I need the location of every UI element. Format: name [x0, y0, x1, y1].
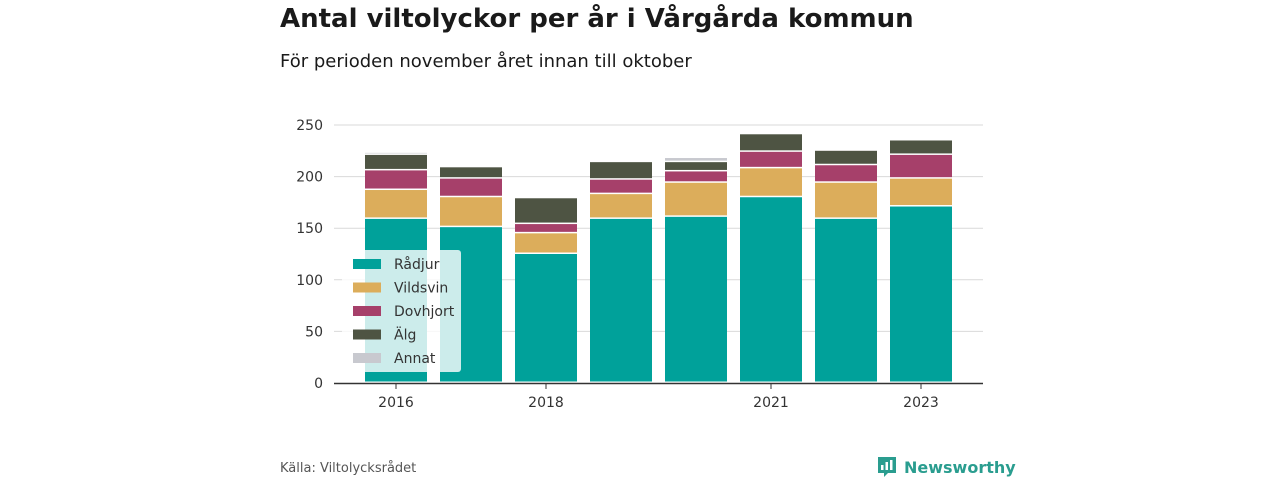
legend-label: Vildsvin	[394, 281, 448, 297]
x-tick-label: 2021	[753, 395, 789, 411]
y-tick-label: 0	[314, 376, 323, 392]
bar-segment[interactable]	[515, 254, 577, 382]
bar-segment[interactable]	[365, 190, 427, 218]
bar-segment[interactable]	[815, 150, 877, 164]
chart-subtitle: För perioden november året innan till ok…	[280, 51, 692, 72]
brand-logo[interactable]: Newsworthy	[876, 455, 1016, 479]
legend-label: Annat	[394, 351, 436, 367]
legend-box	[342, 250, 461, 372]
legend-swatch	[353, 353, 381, 363]
bar-segment[interactable]	[590, 179, 652, 193]
bar-segment[interactable]	[740, 134, 802, 151]
bar-segment[interactable]	[590, 194, 652, 218]
axis-layer: 0 50 100 150 200 250 2016 2018 2021 2023	[296, 118, 983, 411]
bar-segment[interactable]	[515, 233, 577, 253]
x-tick-label: 2016	[378, 395, 414, 411]
bar-segment[interactable]	[815, 165, 877, 182]
bar-segment[interactable]	[440, 197, 502, 226]
bar-segment[interactable]	[740, 197, 802, 382]
bar-segment[interactable]	[815, 182, 877, 218]
bar-segment[interactable]	[515, 198, 577, 223]
legend: Rådjur Vildsvin Dovhjort Älg Annat	[342, 250, 461, 372]
bar-segment[interactable]	[665, 216, 727, 382]
y-tick-label: 100	[296, 273, 323, 289]
bar-segment[interactable]	[440, 178, 502, 196]
bar-segment[interactable]	[665, 162, 727, 170]
source-note: Källa: Viltolycksrådet	[280, 461, 417, 476]
legend-swatch	[353, 259, 381, 269]
bar-segment[interactable]	[740, 151, 802, 167]
legend-label: Rådjur	[394, 256, 440, 273]
bar-segment[interactable]	[440, 167, 502, 178]
legend-label: Älg	[394, 326, 416, 344]
bar-segment[interactable]	[740, 168, 802, 196]
bar-segment[interactable]	[815, 218, 877, 382]
y-tick-label: 150	[296, 221, 323, 237]
legend-swatch	[353, 329, 381, 340]
bar-segment[interactable]	[890, 178, 952, 206]
bar-segment[interactable]	[665, 182, 727, 216]
bar-segment[interactable]	[890, 140, 952, 154]
x-tick-label: 2023	[903, 395, 939, 411]
brand-name: Newsworthy	[904, 457, 1016, 477]
chart-title: Antal viltolyckor per år i Vårgårda komm…	[280, 4, 914, 34]
bar-segment[interactable]	[890, 206, 952, 382]
y-tick-label: 50	[305, 324, 323, 340]
bar-segment[interactable]	[590, 162, 652, 179]
y-tick-label: 250	[296, 118, 323, 134]
bar-segment[interactable]	[515, 224, 577, 232]
y-tick-label: 200	[296, 170, 323, 186]
legend-label: Dovhjort	[394, 304, 455, 320]
newsworthy-logo-icon	[878, 457, 896, 477]
legend-swatch	[353, 282, 381, 293]
bar-segment[interactable]	[665, 171, 727, 182]
legend-swatch	[353, 306, 381, 316]
bar-segment[interactable]	[365, 152, 427, 154]
bar-segment[interactable]	[665, 158, 727, 161]
bar-segment[interactable]	[365, 154, 427, 169]
bar-segment[interactable]	[890, 154, 952, 178]
bar-segment[interactable]	[365, 170, 427, 189]
bar-segment[interactable]	[590, 218, 652, 382]
x-tick-label: 2018	[528, 395, 564, 411]
